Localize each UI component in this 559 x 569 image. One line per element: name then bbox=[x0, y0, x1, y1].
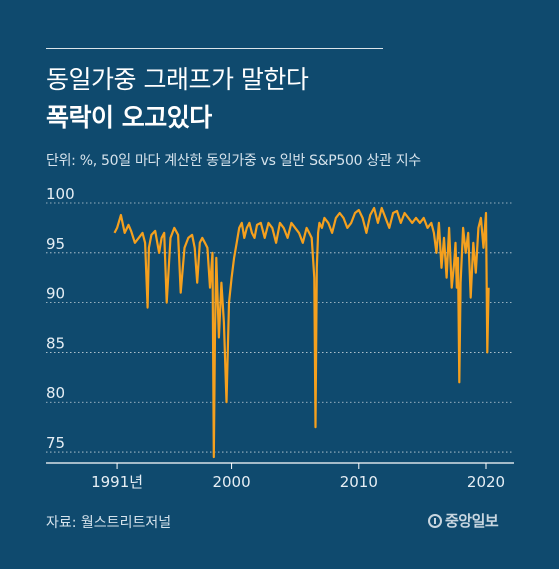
y-tick-label: 95 bbox=[46, 235, 65, 253]
series-line-0 bbox=[113, 206, 490, 459]
chart-subtitle: 단위: %, 50일 마다 계산한 동일가중 vs 일반 S&P500 상관 지… bbox=[46, 153, 421, 169]
x-tick-label: 2010 bbox=[340, 473, 378, 491]
y-tick-label: 80 bbox=[46, 384, 65, 402]
x-tick-label: 2020 bbox=[467, 473, 505, 491]
chart-title: 동일가중 그래프가 말한다 bbox=[46, 65, 309, 94]
joongang-logo-icon bbox=[428, 513, 442, 528]
x-axis-ticks: 1991년 2000 2010 2020 bbox=[91, 463, 505, 491]
correlation-line-chart: 100 95 90 85 80 75 1991년 2000 2010 2020 bbox=[46, 185, 514, 491]
x-tick-label: 2000 bbox=[212, 473, 250, 491]
y-tick-label: 75 bbox=[46, 434, 65, 452]
header-rule bbox=[46, 48, 383, 49]
source-note: 자료: 월스트리트저널 bbox=[46, 515, 172, 531]
y-axis-tick-labels: 100 95 90 85 80 75 bbox=[46, 185, 75, 452]
y-tick-label: 85 bbox=[46, 334, 65, 352]
x-tick-label: 1991년 bbox=[91, 473, 143, 491]
y-tick-label: 100 bbox=[46, 185, 75, 203]
publisher-logo: 중앙일보 bbox=[428, 510, 499, 531]
chart-headline: 폭락이 오고있다 bbox=[46, 103, 212, 132]
series-line-layer bbox=[113, 206, 490, 459]
y-tick-label: 90 bbox=[46, 285, 65, 303]
publisher-logo-text: 중앙일보 bbox=[445, 512, 499, 530]
